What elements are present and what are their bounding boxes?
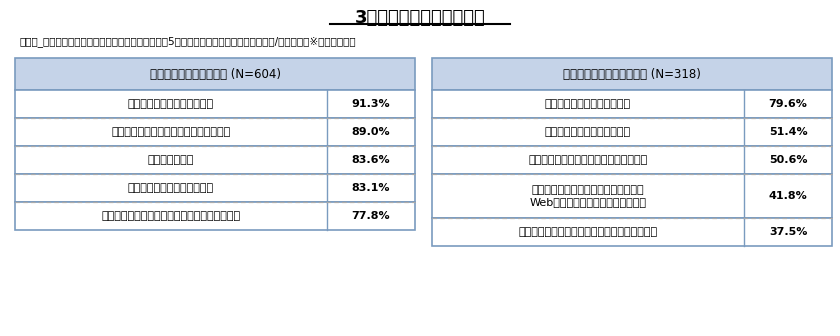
Bar — [432, 118, 832, 146]
Bar — [15, 58, 415, 90]
Text: 就職に関する情報を収集した: 就職に関する情報を収集した — [128, 99, 214, 109]
Text: 適性検査や筆記試験を受けた: 適性検査や筆記試験を受けた — [128, 183, 214, 193]
Text: 83.1%: 83.1% — [352, 183, 391, 193]
Text: インターンシップ経験者 (N=604): インターンシップ経験者 (N=604) — [150, 68, 281, 81]
Bar — [432, 58, 832, 90]
Text: 51.4%: 51.4% — [769, 127, 807, 137]
Bar — [432, 146, 832, 174]
Bar — [432, 174, 832, 218]
Text: 83.6%: 83.6% — [352, 155, 391, 165]
Bar — [432, 90, 832, 118]
Text: インターンシップ未経験者 (N=318): インターンシップ未経験者 (N=318) — [563, 68, 701, 81]
Text: 3月末までの各活動実施率: 3月末までの各活動実施率 — [354, 9, 486, 27]
Bar — [15, 174, 415, 202]
Bar — [15, 118, 415, 146]
Bar — [15, 174, 415, 202]
Text: 自己分析をした: 自己分析をした — [148, 155, 194, 165]
Bar — [432, 146, 832, 174]
Bar — [432, 218, 832, 246]
Text: 77.8%: 77.8% — [352, 211, 391, 221]
Text: 41.8%: 41.8% — [769, 191, 807, 201]
Bar — [15, 202, 415, 230]
Bar — [432, 218, 832, 246]
Text: 50.6%: 50.6% — [769, 155, 807, 165]
Bar — [15, 146, 415, 174]
Text: 就職に関する情報を収集した: 就職に関する情報を収集した — [545, 99, 631, 109]
Text: 89.0%: 89.0% — [352, 127, 391, 137]
Bar — [15, 202, 415, 230]
Bar — [15, 90, 415, 118]
Text: エントリーシートなどの書類を提出した: エントリーシートなどの書類を提出した — [112, 127, 231, 137]
Text: 個別企業の説明会・セミナーのうち、
Web上で開催されるものに参加した: 個別企業の説明会・セミナーのうち、 Web上で開催されるものに参加した — [529, 185, 647, 207]
Bar — [15, 146, 415, 174]
Text: 企業にエントリー（資料・情報の請求）をした: 企業にエントリー（資料・情報の請求）をした — [518, 227, 658, 237]
Bar — [432, 118, 832, 146]
Text: エントリーシートなどの書類を提出した: エントリーシートなどの書類を提出した — [528, 155, 648, 165]
Text: 大学生_インターンシップ経験者、未経験者別　上位5項目（就職志望者・就職活動経験者/複数回答）※大学院生除く: 大学生_インターンシップ経験者、未経験者別 上位5項目（就職志望者・就職活動経験… — [20, 37, 357, 47]
Text: 適性検査や筆記試験を受けた: 適性検査や筆記試験を受けた — [545, 127, 631, 137]
Bar — [15, 118, 415, 146]
Bar — [432, 90, 832, 118]
Text: スーツなど、就職活動に必要なものを購入した: スーツなど、就職活動に必要なものを購入した — [102, 211, 240, 221]
Bar — [15, 90, 415, 118]
Bar — [15, 58, 415, 90]
Bar — [432, 174, 832, 218]
Bar — [432, 58, 832, 90]
Text: 37.5%: 37.5% — [769, 227, 807, 237]
Text: 79.6%: 79.6% — [769, 99, 807, 109]
Text: 91.3%: 91.3% — [352, 99, 391, 109]
